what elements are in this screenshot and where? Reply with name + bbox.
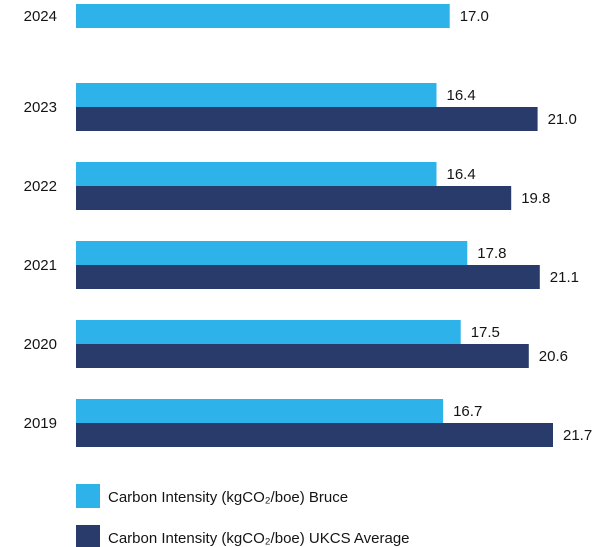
data-label-bruce-2020: 17.5 [471, 324, 500, 341]
legend-label-bruce: Carbon Intensity (kgCO₂/boe) Bruce [108, 489, 348, 506]
bar-ukcs-average-2022 [76, 186, 512, 210]
legend: Carbon Intensity (kgCO₂/boe) Bruce Carbo… [76, 484, 410, 547]
data-label-bruce-2022: 16.4 [447, 166, 476, 183]
y-tick-label-2020: 2020 [24, 336, 57, 353]
bar-bruce-2023 [76, 83, 437, 107]
bar-ukcs-average-2019 [76, 423, 553, 447]
y-tick-label-2022: 2022 [24, 178, 57, 195]
bar-ukcs-average-2020 [76, 344, 529, 368]
data-label-ukcs-average-2020: 20.6 [539, 348, 568, 365]
legend-label-ukcs-average: Carbon Intensity (kgCO₂/boe) UKCS Averag… [108, 530, 410, 547]
y-tick-label-2024: 2024 [24, 8, 57, 25]
y-tick-label-2019: 2019 [24, 415, 57, 432]
data-labels: 17.0 16.4 21.0 16.4 19.8 17.8 21.1 17.5 20.6 16.7… [447, 8, 593, 444]
data-label-ukcs-average-2023: 21.0 [548, 111, 577, 128]
data-label-ukcs-average-2021: 21.1 [550, 269, 579, 286]
legend-swatch-ukcs-average [76, 525, 100, 547]
bar-bruce-2024 [76, 4, 450, 28]
legend-swatch-bruce [76, 484, 100, 508]
y-axis-ticks: 2024 2023 2022 2021 2020 2019 [24, 8, 57, 432]
data-label-ukcs-average-2022: 19.8 [521, 190, 550, 207]
y-tick-label-2021: 2021 [24, 257, 57, 274]
bar-ukcs-average-2021 [76, 265, 540, 289]
bar-bruce-2020 [76, 320, 461, 344]
data-label-bruce-2019: 16.7 [453, 403, 482, 420]
data-label-bruce-2023: 16.4 [447, 87, 476, 104]
data-label-ukcs-average-2019: 21.7 [563, 427, 592, 444]
bar-ukcs-average-2023 [76, 107, 538, 131]
data-label-bruce-2021: 17.8 [477, 245, 506, 262]
bar-bruce-2019 [76, 399, 444, 423]
bars-layer [76, 4, 553, 447]
bar-bruce-2021 [76, 241, 468, 265]
bar-bruce-2022 [76, 162, 437, 186]
data-label-bruce-2024: 17.0 [460, 8, 489, 25]
y-tick-label-2023: 2023 [24, 99, 57, 116]
